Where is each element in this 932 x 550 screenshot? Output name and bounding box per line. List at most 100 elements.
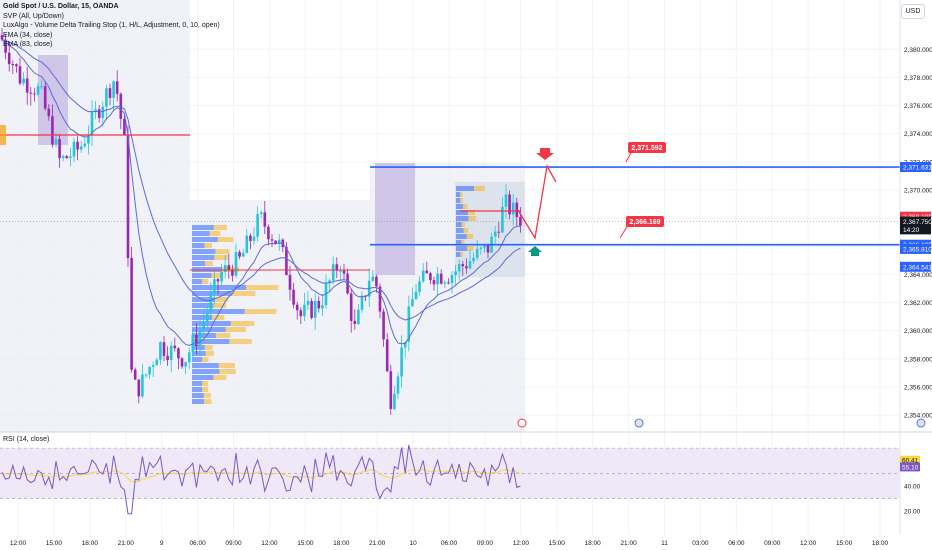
candle-body	[252, 236, 256, 241]
volume-bar-up	[192, 393, 204, 398]
volume-bar-down	[463, 228, 469, 233]
indicator-luxalgo[interactable]: LuxAlgo - Volume Delta Trailing Stop (1,…	[3, 22, 220, 29]
candle-body	[123, 118, 126, 135]
price-tick-label: 2,374.000	[904, 131, 932, 138]
candle-body	[418, 281, 421, 292]
candle-body	[108, 88, 112, 98]
candle-body	[472, 257, 475, 262]
candle-body	[43, 86, 47, 109]
indicator-ema-83[interactable]: EMA (83, close)	[3, 41, 53, 48]
candle-body	[454, 271, 457, 275]
volume-bar-down	[231, 291, 256, 296]
candle-body	[306, 300, 310, 305]
volume-bar-down	[204, 243, 213, 248]
candle-body	[195, 335, 198, 346]
volume-bar-down	[215, 249, 230, 254]
symbol-title[interactable]: Gold Spot / U.S. Dollar, 15, OANDA	[3, 3, 119, 10]
volume-bar-up	[192, 375, 214, 380]
candle-body	[177, 348, 180, 359]
volume-bar-up	[192, 345, 205, 350]
volume-bar-down	[214, 297, 228, 302]
candle-body	[497, 231, 501, 233]
price-label-tag	[900, 261, 931, 272]
chart-legend[interactable]: Gold Spot / U.S. Dollar, 15, OANDA SVP (…	[3, 2, 220, 50]
volume-bar-up	[192, 225, 214, 230]
event-flag-icon-2[interactable]	[916, 418, 926, 428]
candle-body	[457, 264, 461, 272]
candle-body	[371, 276, 375, 281]
currency-button[interactable]: USD	[901, 4, 925, 19]
volume-bar-up	[192, 237, 218, 242]
candle-body	[22, 78, 25, 84]
price-label-tag	[900, 224, 931, 235]
time-tick-label: 12:00	[10, 540, 27, 547]
candle-body	[238, 252, 241, 257]
candle-body	[508, 194, 511, 215]
price-label-text: 2,367.750	[903, 219, 932, 226]
volume-bar-up	[456, 192, 461, 197]
candle-body	[198, 330, 202, 346]
candle-body	[18, 66, 22, 84]
candle-body	[101, 106, 105, 118]
volume-bar-down	[211, 273, 224, 278]
time-tick-label: 18:00	[82, 540, 99, 547]
candle-body	[7, 52, 11, 65]
volume-bar-down	[218, 363, 235, 368]
price-tick-label: 2,356.000	[904, 384, 932, 391]
event-lightning-icon[interactable]	[517, 418, 527, 428]
candle-body	[465, 266, 468, 269]
red-level-tag	[0, 125, 6, 145]
volume-bar-up	[192, 279, 203, 284]
price-candles	[0, 28, 522, 415]
price-label-tag	[900, 216, 931, 227]
event-flag-icon-1[interactable]	[634, 418, 644, 428]
candle-body	[137, 379, 141, 397]
rsi-tick-label: 20.00	[904, 509, 921, 516]
candle-body	[213, 279, 216, 294]
volume-bar-down	[204, 345, 213, 350]
candle-body	[11, 64, 15, 66]
volume-bar-up	[192, 231, 210, 236]
candle-body	[400, 347, 403, 377]
rsi-title[interactable]: RSI (14, close)	[3, 436, 50, 443]
time-axis[interactable]: 12:00 15:00 18:00 21:00 9 06:00 09:00 12:00 15:0…	[10, 540, 889, 547]
candle-body	[180, 358, 184, 367]
down-arrow-icon	[536, 148, 554, 160]
candle-body	[51, 116, 54, 145]
candle-body	[187, 352, 191, 363]
candle-body	[54, 139, 58, 145]
candle-body	[411, 299, 414, 307]
indicator-ema-34[interactable]: EMA (34, close)	[3, 31, 53, 39]
volume-bar-up	[192, 309, 245, 314]
candle-body	[382, 311, 385, 340]
candle-body	[375, 276, 378, 287]
indicator-svp[interactable]: SVP (All, Up/Down)	[3, 12, 64, 20]
candle-body	[126, 134, 130, 259]
time-tick-label: 11	[661, 540, 668, 547]
volume-bar-down	[205, 351, 214, 356]
candle-body	[414, 291, 418, 300]
candle-body	[94, 109, 97, 112]
candle-body	[105, 88, 108, 107]
projection-path[interactable]	[517, 164, 557, 240]
volume-bar-up	[192, 255, 215, 260]
volume-bar-down	[461, 240, 465, 245]
price-tick-label: 2,378.000	[904, 75, 932, 82]
time-tick-label: 09:00	[764, 540, 781, 547]
volume-bar-down	[217, 237, 234, 242]
price-tick-label: 2,358.000	[904, 356, 932, 363]
candle-body	[407, 306, 411, 342]
candle-body	[479, 247, 483, 249]
candle-body	[299, 310, 303, 317]
candle-body	[267, 226, 270, 240]
time-tick-label: 18:00	[585, 540, 602, 547]
volume-bar-down	[213, 303, 227, 308]
callout-upper[interactable]: 2,371.592	[625, 142, 666, 163]
candle-body	[40, 86, 43, 88]
volume-bar-up	[456, 186, 474, 191]
time-tick-label: 18:00	[872, 540, 889, 547]
callout-lower[interactable]: 2,366.169	[619, 216, 664, 239]
candle-body	[25, 78, 29, 93]
